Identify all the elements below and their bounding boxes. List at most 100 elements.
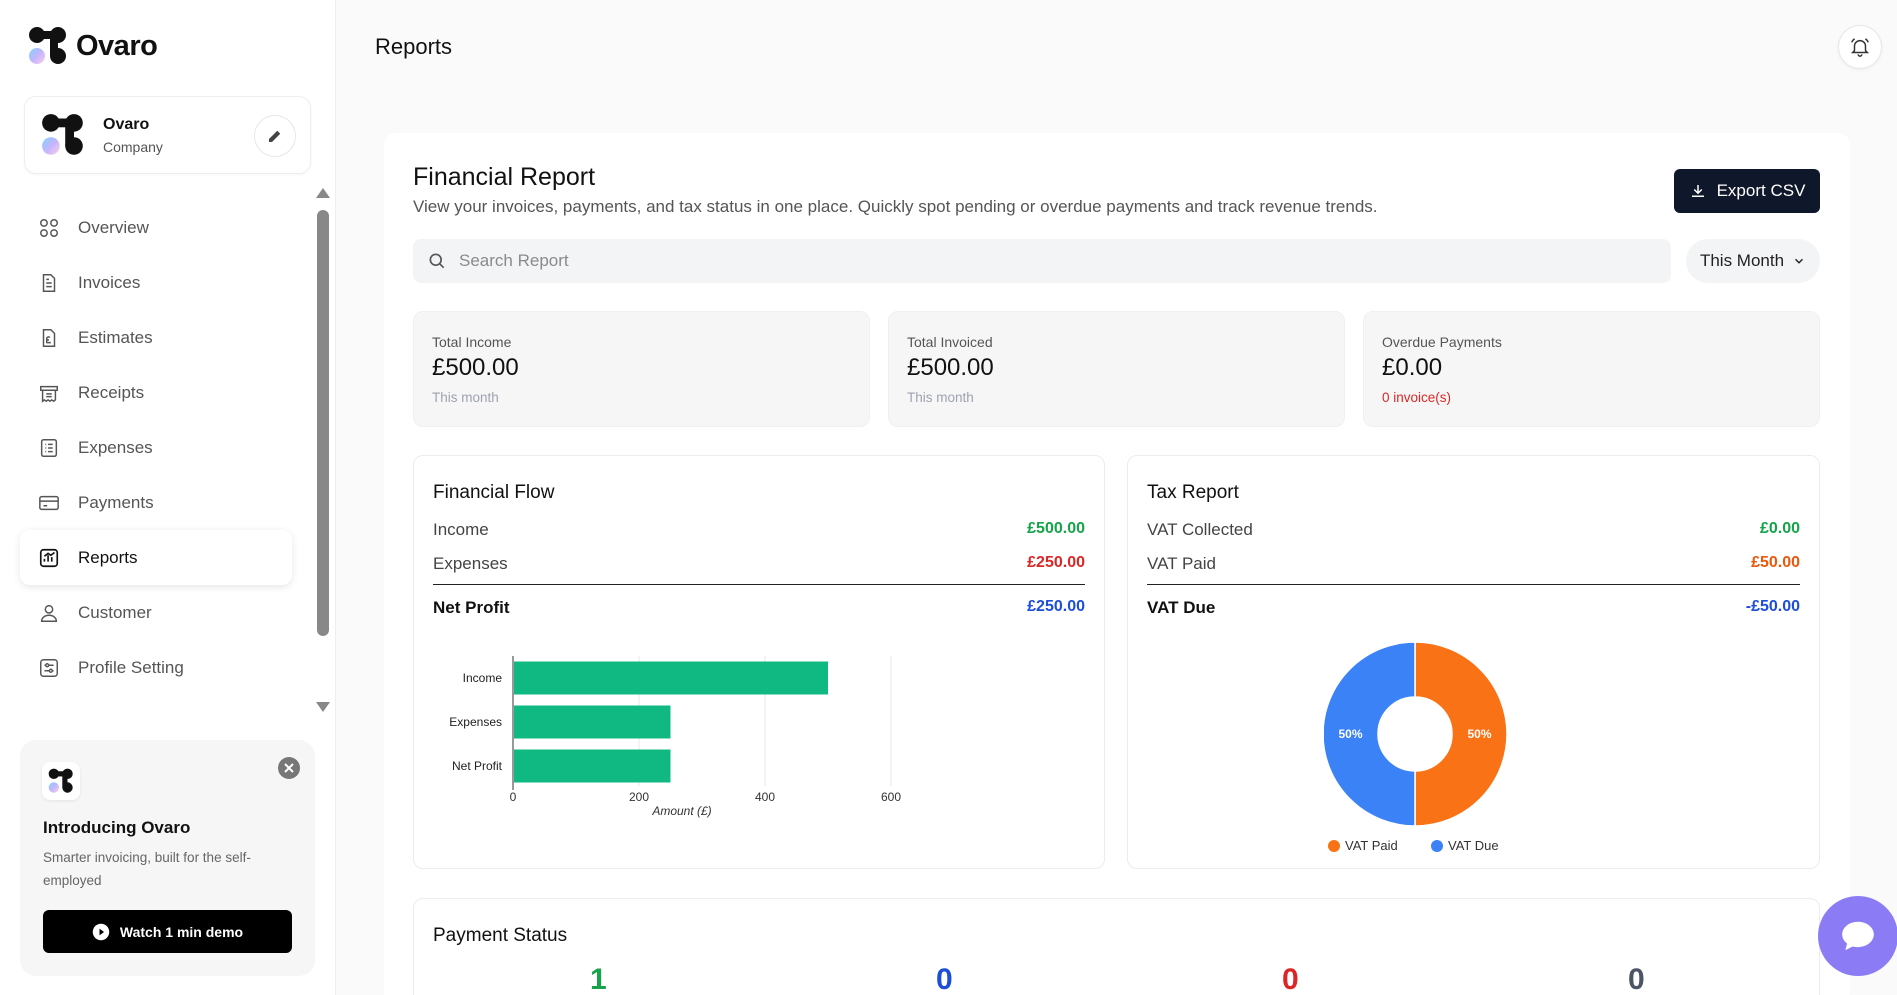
sidebar-item-customer[interactable]: Customer xyxy=(20,585,292,640)
stat-card-overdue-payments: Overdue Payments £0.00 0 invoice(s) xyxy=(1363,311,1820,427)
tax-report-title: Tax Report xyxy=(1147,482,1239,503)
stat-card-total-income: Total Income £500.00 This month xyxy=(413,311,870,427)
watch-demo-button[interactable]: Watch 1 min demo xyxy=(43,910,292,953)
sidebar-item-label: Invoices xyxy=(78,272,141,292)
net-profit-row: Net Profit £250.00 xyxy=(433,598,1085,618)
document-icon xyxy=(42,273,56,292)
legend-swatch xyxy=(1431,840,1443,852)
sidebar-item-invoices[interactable]: Invoices xyxy=(20,255,292,310)
sidebar-item-label: Payments xyxy=(78,492,154,512)
company-logo-icon xyxy=(42,114,83,155)
company-name: Ovaro xyxy=(103,116,150,133)
stat-label: Overdue Payments xyxy=(1382,334,1502,350)
period-label: This Month xyxy=(1699,251,1785,270)
sidebar-item-overview[interactable]: Overview xyxy=(20,200,292,255)
payment-status-count: 0 xyxy=(1628,963,1645,995)
sidebar-item-label: Profile Setting xyxy=(78,657,184,677)
bar xyxy=(514,661,828,695)
sidebar-item-reports[interactable]: Reports xyxy=(20,530,292,585)
vat-due-label: VAT Due xyxy=(1147,598,1216,617)
vat-collected-value: £0.00 xyxy=(1759,520,1800,537)
income-value: £500.00 xyxy=(1027,520,1085,537)
notifications-button[interactable] xyxy=(1838,25,1882,69)
download-icon xyxy=(1691,185,1704,197)
scroll-down-arrow-icon[interactable] xyxy=(316,702,330,712)
vat-paid-value: £50.00 xyxy=(1751,554,1800,571)
scroll-thumb[interactable] xyxy=(317,210,329,636)
legend-label: VAT Paid xyxy=(1345,838,1398,853)
stat-label: Total Income xyxy=(432,334,512,350)
payment-status-title: Payment Status xyxy=(433,925,568,946)
financial-flow-bar-chart: Income Expenses Net Profit 0 200 400 600 Amount… xyxy=(449,656,901,818)
net-profit-label: Net Profit xyxy=(433,598,510,617)
income-row: Income £500.00 xyxy=(433,520,1085,540)
bell-icon xyxy=(1850,38,1870,57)
stat-value: £500.00 xyxy=(907,354,994,381)
bar xyxy=(514,705,671,739)
ovaro-logo-icon xyxy=(48,768,73,793)
vat-due-value: -£50.00 xyxy=(1745,598,1800,615)
watch-demo-label: Watch 1 min demo xyxy=(119,923,244,940)
stat-subtext: This month xyxy=(907,390,974,405)
stat-value: £0.00 xyxy=(1382,354,1443,381)
vat-paid-label: VAT Paid xyxy=(1147,554,1216,573)
report-panel: Financial Report View your invoices, pay… xyxy=(384,133,1850,995)
export-csv-label: Export CSV xyxy=(1716,181,1806,200)
category-tick-label: Income xyxy=(463,671,503,685)
category-tick-label: Expenses xyxy=(449,715,502,729)
chat-bubble-icon xyxy=(1842,921,1874,951)
sidebar-item-profile-setting[interactable]: Profile Setting xyxy=(20,640,292,695)
report-description: View your invoices, payments, and tax st… xyxy=(413,197,1378,216)
sidebar-item-label: Customer xyxy=(78,602,152,622)
pound-document-icon xyxy=(42,328,56,347)
play-icon xyxy=(92,923,110,940)
edit-company-button[interactable] xyxy=(254,115,296,157)
legend-swatch xyxy=(1328,840,1340,852)
sidebar-item-label: Expenses xyxy=(78,437,153,457)
stat-card-total-invoiced: Total Invoiced £500.00 This month xyxy=(888,311,1345,427)
company-card[interactable]: Ovaro Company xyxy=(24,96,311,174)
sidebar-item-expenses[interactable]: Expenses xyxy=(20,420,292,475)
brand-logo[interactable]: Ovaro xyxy=(28,26,158,66)
sidebar-item-payments[interactable]: Payments xyxy=(20,475,292,530)
search-icon xyxy=(429,253,445,269)
payment-status-count: 1 xyxy=(590,963,607,995)
search-input[interactable] xyxy=(459,251,1559,271)
sidebar: Ovaro Ovaro Company Overview Invoices xyxy=(0,0,336,995)
financial-flow-title: Financial Flow xyxy=(433,482,555,503)
page-title: Reports xyxy=(375,34,453,59)
vat-collected-label: VAT Collected xyxy=(1147,520,1253,539)
stat-label: Total Invoiced xyxy=(907,334,993,350)
sidebar-item-receipts[interactable]: Receipts xyxy=(20,365,292,420)
stat-value: £500.00 xyxy=(432,354,519,381)
bar xyxy=(514,749,671,783)
sidebar-item-label: Reports xyxy=(78,547,138,567)
promo-text: Smarter invoicing, built for the self-em… xyxy=(43,850,251,888)
income-label: Income xyxy=(433,520,489,539)
x-tick-label: 600 xyxy=(881,790,901,804)
legend-label: VAT Due xyxy=(1448,838,1499,853)
category-tick-label: Net Profit xyxy=(452,759,503,773)
sidebar-item-label: Overview xyxy=(78,217,149,237)
export-csv-button[interactable]: Export CSV xyxy=(1674,169,1820,213)
sidebar-item-label: Receipts xyxy=(78,382,145,402)
x-axis-label: Amount (£) xyxy=(651,804,711,818)
sidebar-scrollbar[interactable] xyxy=(316,188,330,718)
list-icon xyxy=(40,438,58,457)
close-icon[interactable] xyxy=(277,756,301,780)
ovaro-logo-icon xyxy=(29,27,66,64)
period-select[interactable]: This Month xyxy=(1686,239,1820,283)
chart-icon xyxy=(39,548,59,567)
sidebar-nav: Overview Invoices Estimates Receipts Exp… xyxy=(20,200,292,695)
chevron-down-icon xyxy=(1795,258,1804,264)
sidebar-item-estimates[interactable]: Estimates xyxy=(20,310,292,365)
receipt-icon xyxy=(40,385,58,403)
x-tick-label: 0 xyxy=(510,790,517,804)
x-tick-label: 400 xyxy=(755,790,775,804)
settings-icon xyxy=(40,658,58,677)
scroll-up-arrow-icon[interactable] xyxy=(316,188,330,198)
divider xyxy=(1147,584,1800,585)
chat-button[interactable] xyxy=(1818,896,1897,976)
payment-status-count: 0 xyxy=(1282,963,1299,995)
pie-slice xyxy=(1324,642,1416,827)
